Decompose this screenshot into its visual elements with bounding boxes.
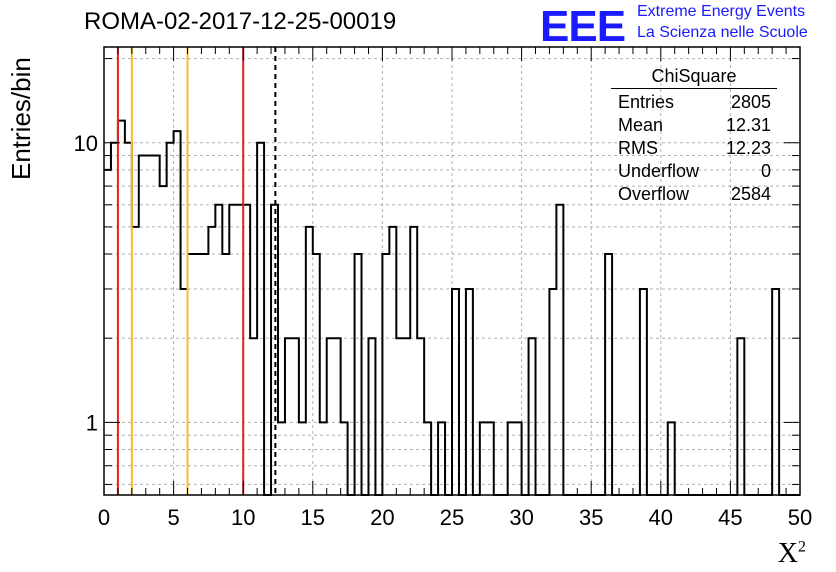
stats-value: 2805 [730,92,771,112]
stats-value: 12.23 [725,138,771,158]
stats-row: Mean 12.31 [611,114,777,137]
eee-logo: EEE [540,2,626,51]
stats-value: 0 [760,161,771,181]
x-tick-label: 35 [579,505,603,530]
x-tick-label: 45 [718,505,742,530]
y-tick-label: 10 [74,131,98,156]
threshold-lines [116,47,277,495]
y-tick-label: 1 [86,410,98,435]
stats-row: RMS 12.23 [611,137,777,160]
chart-title: ROMA-02-2017-12-25-00019 [84,8,397,35]
stats-value: 12.31 [725,115,771,135]
stats-row: Underflow 0 [611,160,777,183]
x-axis-label: X2 [777,538,806,569]
x-tick-label: 40 [649,505,673,530]
x-tick-label: 10 [231,505,255,530]
stats-box: ChiSquare Entries 2805 Mean 12.31 RMS 12.23 Un… [611,66,777,206]
x-tick-label: 20 [370,505,394,530]
x-tick-label: 0 [98,505,110,530]
logo-line-2: La Scienza nelle Scuole [637,24,808,41]
x-tick-label: 50 [788,505,812,530]
stats-title: ChiSquare [611,66,777,89]
stats-label: Mean [618,115,664,135]
x-tick-label: 5 [167,505,179,530]
stats-label: Underflow [618,161,700,181]
y-axis-label: Entries/bin [6,57,36,180]
axis-ticks: 0 5 10 15 20 25 30 35 40 45 50 1 10 [74,47,812,530]
stats-label: RMS [618,138,658,158]
x-tick-label: 15 [301,505,325,530]
stats-row: Entries 2805 [611,91,777,114]
x-tick-label: 30 [509,505,533,530]
stats-label: Overflow [618,184,690,204]
stats-value: 2584 [730,184,771,204]
logo-line-1: Extreme Energy Events [637,3,806,20]
x-tick-label: 25 [440,505,464,530]
stats-label: Entries [618,92,675,112]
stats-row: Overflow 2584 [611,183,777,206]
